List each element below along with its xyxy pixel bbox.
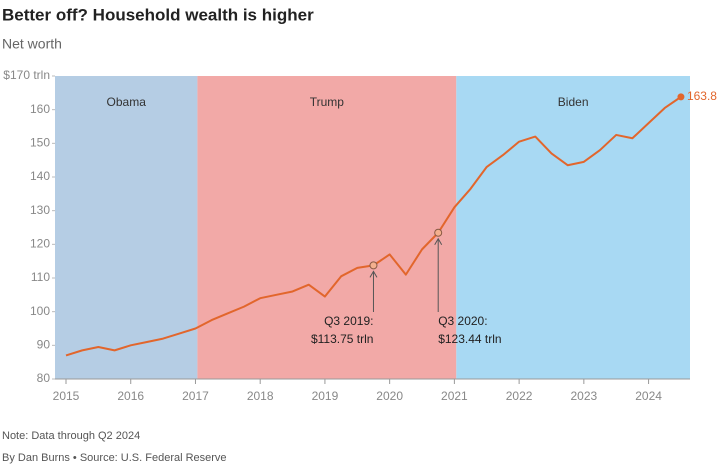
period-label: Obama: [107, 95, 147, 109]
y-tick-label: 120: [30, 237, 50, 251]
highlight-point: [369, 261, 378, 270]
y-tick-label: 80: [37, 371, 51, 385]
x-tick-label: 2020: [376, 389, 403, 403]
plot: Q3 2019: $113.75 trln Q3 2020: $123.44 trln…: [65, 89, 717, 357]
period-label: Trump: [310, 95, 345, 109]
period-band: [55, 76, 198, 379]
end-value-label: 163.8: [687, 89, 717, 103]
end-point: [677, 93, 685, 101]
highlight-point: [434, 228, 443, 237]
period-band: [456, 76, 690, 379]
chart-subtitle: Net worth: [2, 36, 62, 52]
x-tick-label: 2024: [635, 389, 662, 403]
chart-title: Better off? Household wealth is higher: [2, 5, 314, 24]
annotation-text: Q3 2020:: [438, 314, 487, 328]
y-tick-label: 140: [30, 169, 50, 183]
x-tick-label: 2022: [506, 389, 533, 403]
annotation-text: Q3 2019:: [324, 314, 373, 328]
x-tick-label: 2018: [247, 389, 274, 403]
annotation-text: $123.44 trln: [438, 332, 501, 346]
annotation-arrowhead: [369, 270, 378, 278]
y-tick-label: 130: [30, 203, 50, 217]
x-tick-label: 2021: [441, 389, 468, 403]
period-bands: Obama Trump Biden: [55, 76, 690, 379]
annotation-arrowhead: [434, 237, 443, 246]
period-band: [197, 76, 457, 379]
y-tick-label: $170 trln: [3, 68, 50, 82]
x-tick-label: 2019: [312, 389, 339, 403]
x-tick-label: 2017: [182, 389, 209, 403]
axes: 80 90 100 110 120 130 140 150 160 $170 trln 2015 20…: [3, 68, 690, 403]
annotation-text: $113.75 trln: [311, 332, 374, 346]
x-tick-label: 2023: [570, 389, 597, 403]
note: Note: Data through Q2 2024: [2, 430, 140, 442]
x-tick-label: 2016: [117, 389, 144, 403]
source: By Dan Burns • Source: U.S. Federal Rese…: [2, 452, 227, 464]
y-tick-label: 150: [30, 136, 50, 150]
y-tick-label: 160: [30, 102, 50, 116]
y-tick-label: 100: [30, 304, 50, 318]
y-tick-label: 90: [37, 338, 51, 352]
y-tick-label: 110: [31, 270, 50, 284]
period-label: Biden: [558, 95, 589, 109]
x-tick-label: 2015: [53, 389, 80, 403]
